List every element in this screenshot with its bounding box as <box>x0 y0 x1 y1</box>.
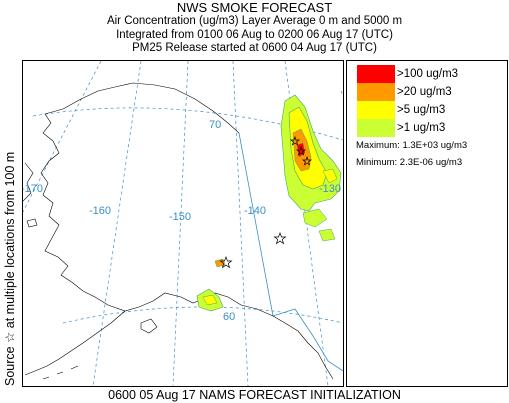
legend-item-5: >5 ug/m3 <box>357 101 445 119</box>
legend-swatch-1 <box>357 119 395 137</box>
legend-swatch-100 <box>357 65 395 83</box>
release-info: PM25 Release started at 0600 04 Aug 17 (… <box>132 42 377 54</box>
legend-item-20: >20 ug/m3 <box>357 83 452 101</box>
longitude-label-minus-170: -170 <box>22 183 44 195</box>
alaska-peninsula <box>24 310 126 376</box>
meridian-minus-170 <box>23 61 102 213</box>
meridian-minus-160 <box>92 61 142 386</box>
map-title: NWS SMOKE FORECAST <box>176 0 333 15</box>
smoke-patch-east-3 <box>322 168 338 184</box>
legend-item-1: >1 ug/m3 <box>357 119 445 137</box>
st-lawrence-island <box>26 218 38 228</box>
legend-swatch-20 <box>357 83 395 101</box>
concentration-subtitle: Air Concentration (ug/m3) Layer Average … <box>106 15 403 27</box>
alaska-coast <box>40 82 274 317</box>
source-star-cluster <box>289 135 313 166</box>
latitude-label-70: 70 <box>209 119 222 131</box>
legend: >100 ug/m3 >20 ug/m3 >5 ug/m3 >1 ug/m3 M… <box>346 60 508 387</box>
source-markers <box>219 135 313 269</box>
longitude-label-minus-160: -160 <box>89 205 112 217</box>
source-star-1 <box>219 256 233 269</box>
legend-label-20: >20 ug/m3 <box>397 86 452 98</box>
integration-period: Integrated from 0100 06 Aug to 0200 06 A… <box>116 29 393 41</box>
legend-label-5: >5 ug/m3 <box>397 104 446 116</box>
longitude-label-minus-140: -140 <box>244 205 267 217</box>
meridian-minus-150 <box>172 61 189 386</box>
meridian-minus-140 <box>232 61 249 386</box>
smoke-map: -170 -160 -150 -140 -130 70 60 <box>22 60 344 387</box>
forecast-initialization: 0600 05 Aug 17 NAMS FORECAST INITIALIZAT… <box>108 388 401 402</box>
smoke-patch-east-2 <box>318 228 336 242</box>
smoke-patch-east-1 <box>302 208 328 228</box>
minimum-value: Minimum: 2.3E-06 ug/m3 <box>356 157 463 168</box>
alaska-canada-border <box>238 132 343 372</box>
coastline <box>23 82 334 380</box>
smoke-patch-south-2 <box>202 294 218 306</box>
canada-coast <box>272 315 334 380</box>
map-canvas <box>23 61 343 386</box>
smoke-plume-south <box>196 258 226 312</box>
legend-item-100: >100 ug/m3 <box>357 65 458 83</box>
aleutian-islands <box>42 365 79 380</box>
meridian-minus-120 <box>340 90 343 97</box>
kodiak-island <box>140 318 158 334</box>
smoke-plume-east <box>280 94 342 242</box>
legend-label-100: >100 ug/m3 <box>397 68 459 80</box>
legend-label-1: >1 ug/m3 <box>397 122 446 134</box>
longitude-label-minus-150: -150 <box>169 211 192 223</box>
source-location-label: Source ☆ at multiple locations from 100 … <box>3 151 17 386</box>
longitude-label-minus-130: -130 <box>319 183 342 195</box>
maximum-value: Maximum: 1.3E+03 ug/m3 <box>356 140 468 151</box>
latitude-line-60 <box>62 306 343 324</box>
russia-coast <box>23 162 34 202</box>
legend-swatch-5 <box>357 101 395 119</box>
source-star-2 <box>273 232 287 245</box>
latitude-label-60: 60 <box>223 311 236 323</box>
